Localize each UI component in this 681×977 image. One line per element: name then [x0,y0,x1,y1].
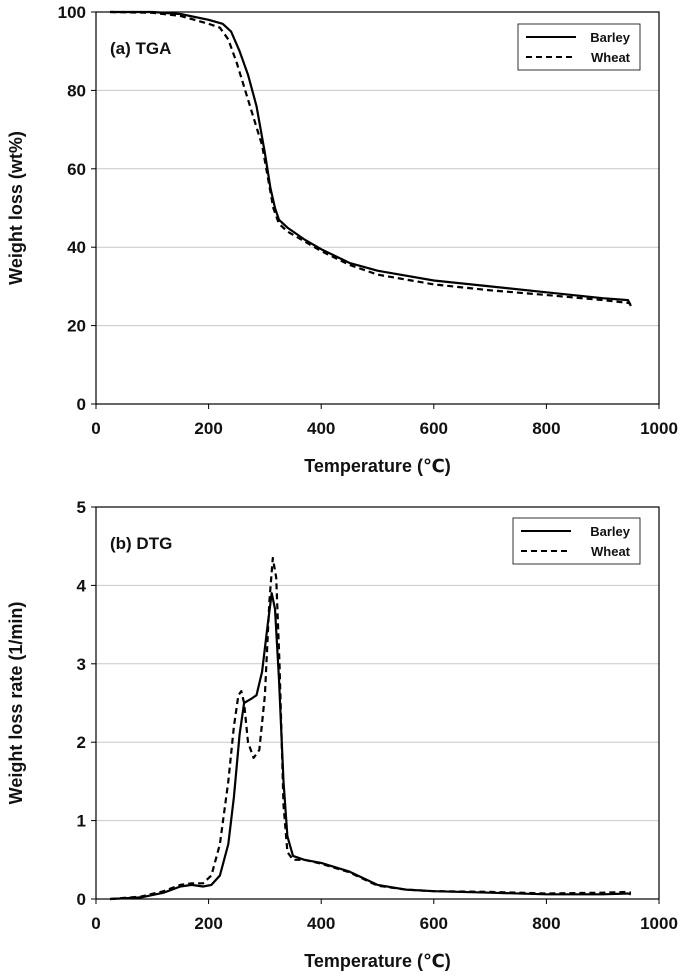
y-axis-title: Weight loss (wt%) [6,131,26,285]
x-tick-label: 400 [307,419,335,438]
legend: Barley Wheat [517,23,641,71]
y-tick-label: 0 [77,395,86,414]
x-tick-label: 800 [532,419,560,438]
legend-box [512,517,641,565]
panel-label: (a) TGA [110,39,171,58]
x-tick-label: 800 [532,914,560,933]
series-line-barley [110,10,632,307]
x-tick-label: 400 [307,914,335,933]
legend-label-barley: Barley [590,524,631,539]
x-axis-title: Temperature (℃) [304,456,451,476]
y-tick-label: 80 [67,81,86,100]
x-tick-label: 600 [420,419,448,438]
y-tick-label: 0 [77,890,86,909]
y-tick-label: 40 [67,238,86,257]
x-tick-label: 200 [194,419,222,438]
x-tick-label: 1000 [640,914,678,933]
legend-label-wheat: Wheat [591,544,631,559]
dtg-chart: 0 1 2 3 4 5 0 200 400 600 800 1000 (b) DTG Barley Wh… [6,498,678,971]
series-line-wheat [110,10,632,306]
legend-label-wheat: Wheat [591,50,631,65]
plot-area [95,11,660,405]
plot-area [95,506,660,900]
x-tick-label: 0 [91,419,100,438]
series-line-wheat [110,556,632,901]
y-tick-label: 100 [58,3,86,22]
legend-box [517,23,641,71]
legend: Barley Wheat [512,517,641,565]
x-tick-label: 1000 [640,419,678,438]
y-tick-label: 60 [67,160,86,179]
panel-label: (b) DTG [110,534,172,553]
y-tick-label: 20 [67,317,86,336]
x-axis-title: Temperature (℃) [304,951,451,971]
y-axis-title: Weight loss rate (1/min) [6,602,26,805]
y-tick-label: 1 [77,812,86,831]
y-tick-label: 4 [77,576,87,595]
x-tick-label: 0 [91,914,100,933]
y-tick-label: 5 [77,498,86,517]
y-tick-label: 2 [77,733,86,752]
x-tick-label: 200 [194,914,222,933]
x-tick-label: 600 [420,914,448,933]
y-tick-label: 3 [77,655,86,674]
legend-label-barley: Barley [590,30,631,45]
